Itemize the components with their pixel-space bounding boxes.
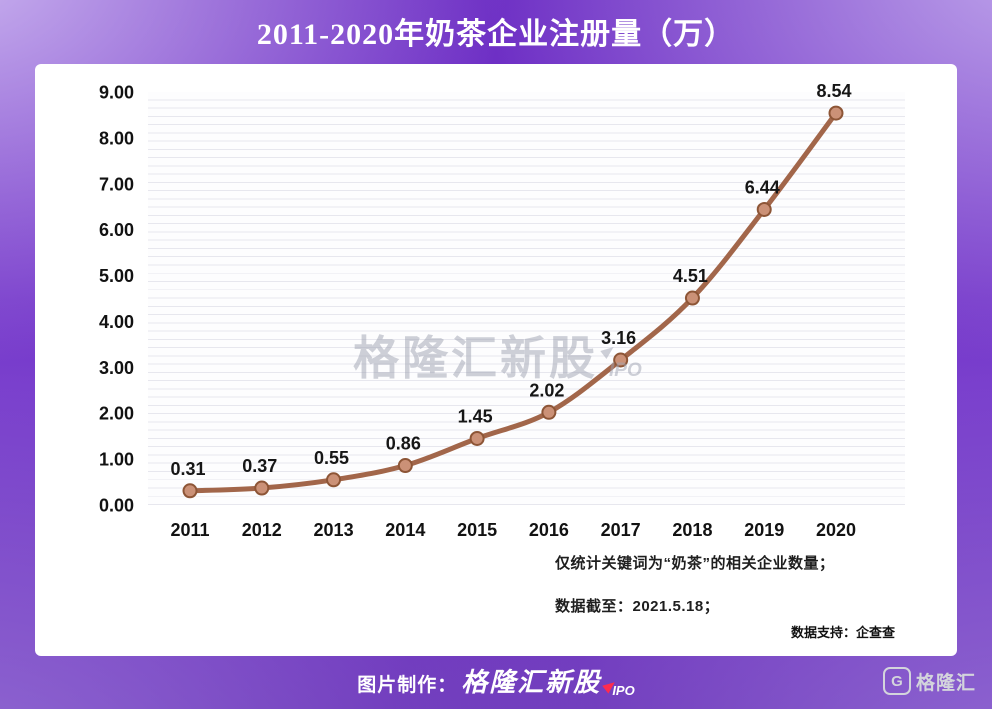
data-point [397,458,413,474]
y-axis-tick-label: 5.00 [99,266,134,286]
data-point [469,430,485,446]
data-point-label: 4.51 [673,266,708,286]
x-axis-label: 2014 [385,520,425,540]
x-axis-label: 2015 [457,520,497,540]
data-point [326,472,342,488]
x-axis-label: 2018 [672,520,712,540]
y-axis-tick-label: 2.00 [99,404,134,424]
data-point-label: 2.02 [529,380,564,400]
x-axis-label: 2013 [314,520,354,540]
data-point-label: 0.55 [314,448,349,468]
footer-brand-label: 格隆汇新股 [461,667,602,697]
footer-attribution: 图片制作： 格隆汇新股 IPO [0,662,992,699]
data-point [182,483,198,499]
data-source-label: 数据支持：企查查 [790,625,895,640]
footer-ipo-label: IPO [612,683,635,698]
footer-prefix-label: 图片制作： [357,675,458,696]
y-axis-tick-label: 0.00 [99,496,134,516]
data-point-label: 0.37 [242,456,277,476]
footer-bar: 图片制作： 格隆汇新股 IPO G 格隆汇 [0,657,992,709]
plot-area: 0.00 1.00 2.00 3.00 4.00 5.00 6.00 7.00 8.00 9.00… [99,81,905,540]
line-series [187,110,839,494]
data-point [756,201,772,217]
chart-card: 0.00 1.00 2.00 3.00 4.00 5.00 6.00 7.00 8.00 9.00… [35,64,957,656]
logo-g-icon: G [882,667,911,695]
data-point [684,290,700,306]
chart-notes: 仅统计关键词为“奶茶”的相关企业数量； 数据截至：2021.5.18； [555,552,835,638]
data-point-label: 1.45 [458,406,493,426]
y-axis-tick-label: 8.00 [99,128,134,148]
y-axis-tick-label: 9.00 [99,83,134,103]
page-title: 2011-2020年奶茶企业注册量（万） [256,18,736,51]
x-axis-label: 2012 [242,520,282,540]
note-line-1: 仅统计关键词为“奶茶”的相关企业数量； [555,555,835,572]
x-axis-label: 2016 [529,520,569,540]
x-axis-label: 2019 [744,520,784,540]
data-point [613,352,629,368]
y-axis-tick-label: 7.00 [99,174,134,194]
x-axis-label: 2020 [816,520,856,540]
x-axis-label: 2017 [601,520,641,540]
note-line-2: 数据截至：2021.5.18； [555,598,720,615]
data-point-label: 6.44 [745,177,780,197]
data-point-label: 8.54 [816,81,851,101]
y-axis-tick-label: 3.00 [99,358,134,378]
y-axis-tick-label: 1.00 [99,450,134,470]
data-point [828,105,844,121]
brand-logo: G 格隆汇 [882,667,976,695]
data-point-label: 3.16 [601,328,636,348]
data-point-label: 0.31 [170,459,205,479]
x-axis-label: 2011 [170,520,209,540]
y-axis-tick-label: 6.00 [99,220,134,240]
line-chart: 0.00 1.00 2.00 3.00 4.00 5.00 6.00 7.00 8.00 9.00… [99,81,856,540]
data-point-label: 0.86 [386,434,421,454]
y-axis-tick-label: 4.00 [99,312,134,332]
data-point [254,480,270,496]
logo-brand-text: 格隆汇 [915,672,976,694]
data-point [541,404,557,420]
